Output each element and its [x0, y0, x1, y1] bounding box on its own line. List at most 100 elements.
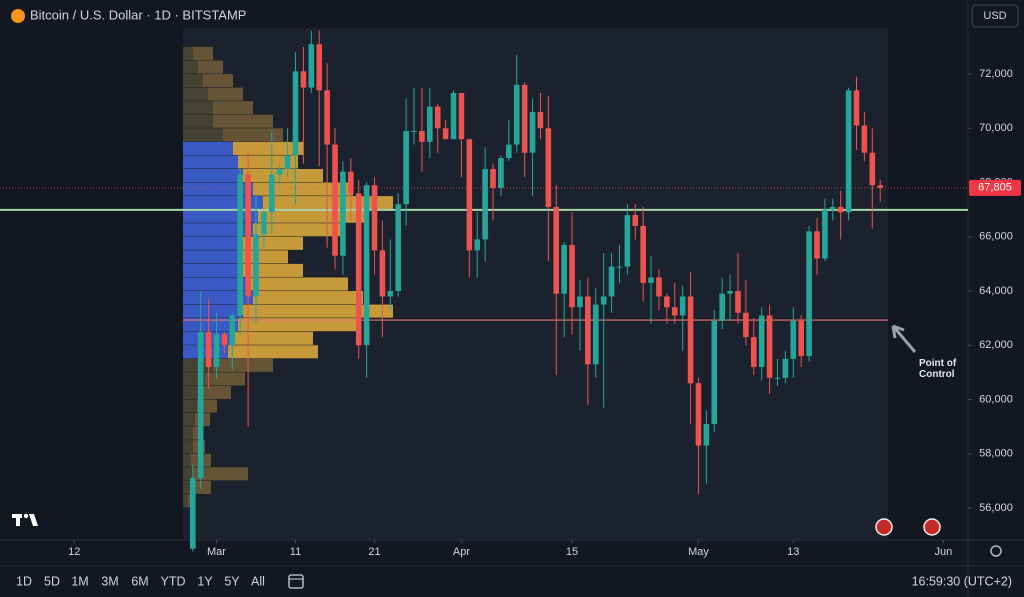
- candle-body: [197, 331, 204, 479]
- candle-body: [829, 206, 836, 210]
- x-tick-label: 13: [787, 546, 799, 558]
- profile-up: [183, 182, 253, 196]
- profile-down: [205, 372, 245, 386]
- candle-body: [695, 383, 702, 446]
- profile-up: [183, 385, 201, 400]
- candle-body: [537, 112, 544, 129]
- candle-body: [727, 291, 733, 294]
- profile-down: [198, 60, 223, 74]
- profile-down: [253, 223, 343, 237]
- annotation: Point of Control: [919, 358, 957, 380]
- last-price-box: [969, 179, 1021, 196]
- candle-body: [640, 225, 646, 283]
- calendar-icon[interactable]: [288, 574, 304, 589]
- currency-button[interactable]: [971, 4, 1019, 28]
- symbol-title: Bitcoin / U.S. Dollar · 1D · BITSTAMP: [30, 7, 246, 22]
- timeframe-button[interactable]: 6M: [131, 574, 148, 588]
- candle-body: [458, 93, 465, 140]
- timeframe-button[interactable]: 5D: [44, 574, 60, 588]
- x-tick-label: Apr: [453, 546, 470, 558]
- timeframe-button[interactable]: 3M: [101, 574, 118, 588]
- timeframe-button[interactable]: 1D: [16, 574, 32, 588]
- profile-down: [243, 236, 303, 250]
- timeframe-button[interactable]: All: [251, 574, 265, 588]
- candle-body: [719, 293, 725, 321]
- profile-down: [223, 128, 283, 142]
- candle-body: [348, 171, 354, 194]
- y-tick-label: 58,000: [979, 448, 1013, 460]
- candle-body: [355, 193, 362, 346]
- candle-body: [498, 158, 504, 188]
- profile-down: [193, 467, 248, 481]
- candle-body: [371, 185, 378, 251]
- event-icon[interactable]: [923, 518, 941, 536]
- candle-body: [877, 185, 883, 188]
- profile-up: [183, 196, 263, 210]
- candle-body: [513, 84, 520, 145]
- timeframe-button[interactable]: 1Y: [197, 574, 213, 588]
- candle-body: [237, 174, 243, 316]
- candle-body: [308, 44, 315, 88]
- profile-down: [213, 358, 273, 372]
- profile-up: [183, 304, 243, 318]
- profile-down: [253, 291, 363, 305]
- profile-up: [183, 87, 208, 101]
- currency-label[interactable]: USD: [983, 10, 1006, 22]
- candle-body: [845, 90, 852, 213]
- candle-body: [624, 215, 631, 267]
- candle-body: [798, 320, 804, 357]
- candle-body: [853, 90, 860, 126]
- candle-body: [482, 168, 488, 240]
- candle-body: [585, 296, 591, 365]
- candle-body: [269, 174, 275, 213]
- candle-body: [750, 337, 757, 367]
- profile-up: [183, 426, 193, 440]
- profile-up: [183, 114, 213, 128]
- candle-body: [292, 71, 299, 156]
- y-tick-label: 62,000: [979, 339, 1013, 351]
- timeframe-button[interactable]: YTD: [161, 574, 186, 588]
- profile-up: [183, 440, 193, 454]
- profile-up: [183, 60, 198, 74]
- x-tick-label: 21: [368, 546, 380, 558]
- y-tick-label: 56,000: [979, 502, 1013, 514]
- candle-body: [213, 334, 220, 367]
- candle-body: [703, 423, 710, 446]
- settings-icon[interactable]: [990, 545, 1002, 557]
- candle-body: [632, 215, 639, 226]
- profile-down: [201, 385, 231, 400]
- candle-body: [545, 128, 552, 207]
- timeframe-button[interactable]: 1M: [71, 574, 88, 588]
- candle-body: [261, 212, 267, 235]
- profile-up: [183, 399, 197, 413]
- candle-body: [577, 296, 583, 308]
- candle-body: [664, 296, 670, 308]
- candle-body: [861, 125, 868, 153]
- candle-body: [284, 155, 291, 169]
- y-tick-label: 72,000: [979, 68, 1013, 80]
- candle-body: [253, 234, 259, 297]
- timeframe-button[interactable]: 5Y: [224, 574, 240, 588]
- candle-body: [687, 296, 694, 384]
- y-tick-label: 70,000: [979, 122, 1013, 134]
- candle-body: [774, 377, 781, 379]
- candle-body: [442, 128, 449, 140]
- profile-down: [188, 494, 191, 508]
- candle-body: [205, 331, 212, 367]
- y-tick-label: 66,000: [979, 231, 1013, 243]
- profile-up: [183, 263, 243, 277]
- profile-up: [183, 46, 193, 60]
- profile-up: [183, 413, 195, 427]
- event-icon[interactable]: [875, 518, 893, 536]
- profile-up: [183, 155, 238, 169]
- x-tick-label: Jun: [935, 546, 953, 558]
- profile-up: [183, 101, 213, 115]
- candle-body: [379, 250, 386, 297]
- candle-body: [656, 277, 662, 297]
- candle-body: [245, 174, 251, 297]
- candle-body: [363, 185, 370, 346]
- candle-body: [790, 320, 797, 359]
- profile-down: [243, 304, 393, 318]
- candle-body: [616, 266, 623, 268]
